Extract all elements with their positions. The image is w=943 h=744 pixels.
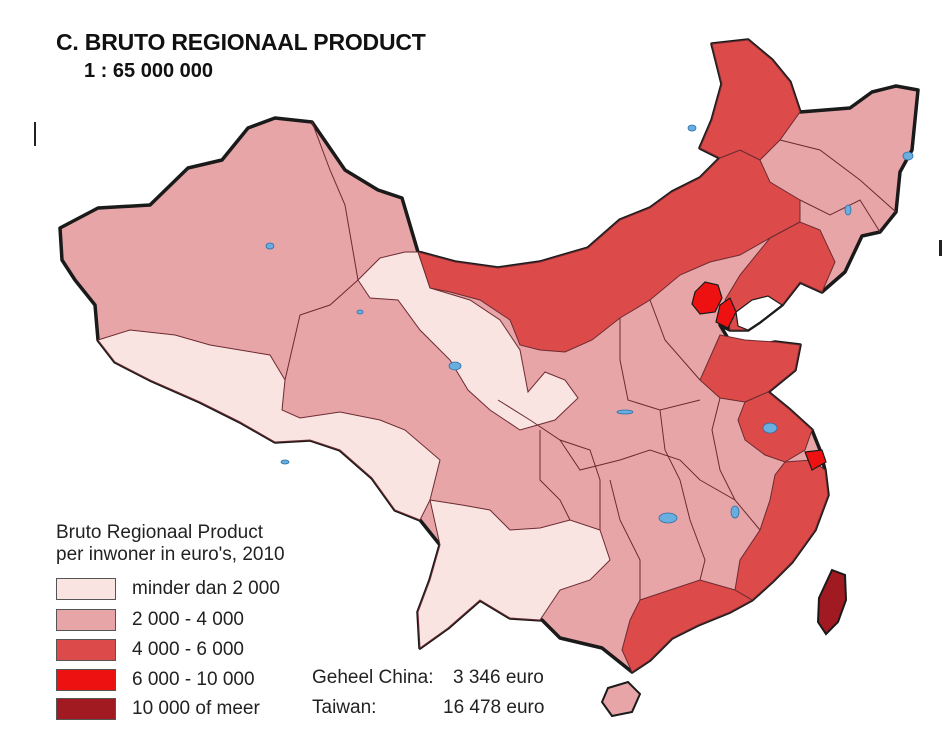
legend-title: Bruto Regionaal Product per inwoner in e… xyxy=(56,522,285,566)
legend-label: 4 000 - 6 000 xyxy=(132,639,244,660)
legend-title-line2: per inwoner in euro's, 2010 xyxy=(56,544,285,565)
legend-swatch xyxy=(56,698,116,720)
province-shanghai xyxy=(804,449,827,471)
province-borders xyxy=(284,121,897,600)
taiwan-value: 16 478 euro xyxy=(443,697,545,718)
legend-item: 2 000 - 4 000 xyxy=(56,607,244,633)
map-scale: 1 : 65 000 000 xyxy=(84,60,213,82)
province-shandong xyxy=(699,334,801,403)
frame-tick-right xyxy=(939,240,942,256)
china-total-label: Geheel China: xyxy=(312,667,434,688)
frame-tick-left xyxy=(34,122,36,146)
legend-item: minder dan 2 000 xyxy=(56,576,280,602)
province-tianjin xyxy=(715,297,737,329)
lakes xyxy=(265,124,914,524)
china-total-value: 3 346 euro xyxy=(453,667,544,688)
province-beijing xyxy=(691,281,723,315)
legend-swatch xyxy=(56,609,116,631)
map-title: C. BRUTO REGIONAAL PRODUCT xyxy=(56,29,426,55)
taiwan xyxy=(816,568,848,636)
legend-swatch xyxy=(56,578,116,600)
legend-title-line1: Bruto Regionaal Product xyxy=(56,522,264,543)
legend-label: 6 000 - 10 000 xyxy=(132,669,255,690)
legend-swatch xyxy=(56,639,116,661)
legend-swatch xyxy=(56,669,116,691)
legend-label: 2 000 - 4 000 xyxy=(132,609,244,630)
province-xizang xyxy=(97,329,441,521)
legend-label: minder dan 2 000 xyxy=(132,578,280,599)
bohai-sea xyxy=(735,295,784,331)
legend-label: 10 000 of meer xyxy=(132,698,260,719)
legend-item: 10 000 of meer xyxy=(56,696,260,722)
hainan xyxy=(600,680,642,718)
province-heilongjiang xyxy=(699,39,801,161)
province-zhejiang-fujian xyxy=(734,459,829,601)
legend-item: 6 000 - 10 000 xyxy=(56,667,255,693)
province-yunnan xyxy=(417,499,611,649)
legend-item: 4 000 - 6 000 xyxy=(56,637,244,663)
taiwan-label: Taiwan: xyxy=(312,697,377,718)
